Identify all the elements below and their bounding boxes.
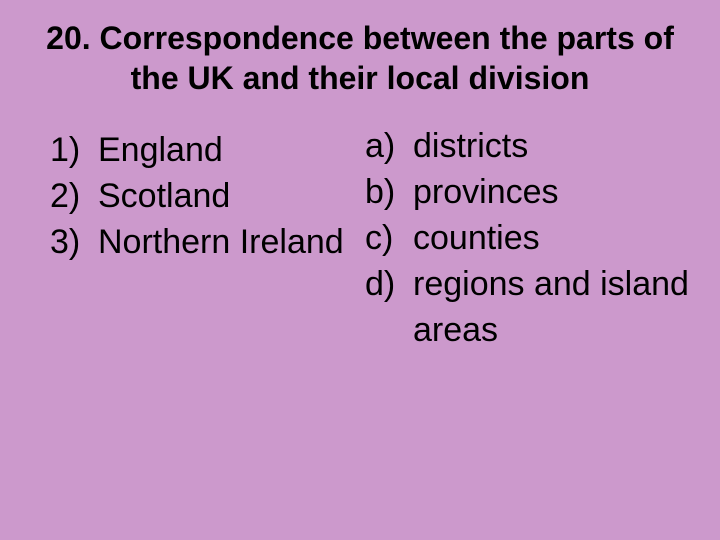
slide-title: 20. Correspondence between the parts of … bbox=[0, 0, 720, 98]
list-item: a) districts bbox=[365, 124, 690, 170]
list-item: c) counties bbox=[365, 216, 690, 262]
item-text: provinces bbox=[413, 170, 690, 216]
item-text: England bbox=[98, 128, 360, 174]
list-item: 2) Scotland bbox=[50, 174, 360, 220]
left-column: 1) England 2) Scotland 3) Northern Irela… bbox=[30, 128, 360, 353]
item-marker: 3) bbox=[50, 220, 98, 266]
list-item: d) regions and island areas bbox=[365, 262, 690, 354]
list-item: 3) Northern Ireland bbox=[50, 220, 360, 266]
content-area: 1) England 2) Scotland 3) Northern Irela… bbox=[0, 98, 720, 353]
list-item: b) provinces bbox=[365, 170, 690, 216]
item-marker: 1) bbox=[50, 128, 98, 174]
right-column: a) districts b) provinces c) counties d)… bbox=[360, 124, 690, 353]
item-marker: d) bbox=[365, 262, 413, 354]
item-marker: c) bbox=[365, 216, 413, 262]
list-item: 1) England bbox=[50, 128, 360, 174]
item-text: Northern Ireland bbox=[98, 220, 360, 266]
item-marker: a) bbox=[365, 124, 413, 170]
item-text: Scotland bbox=[98, 174, 360, 220]
item-marker: b) bbox=[365, 170, 413, 216]
item-marker: 2) bbox=[50, 174, 98, 220]
item-text: districts bbox=[413, 124, 690, 170]
item-text: regions and island areas bbox=[413, 262, 690, 354]
item-text: counties bbox=[413, 216, 690, 262]
